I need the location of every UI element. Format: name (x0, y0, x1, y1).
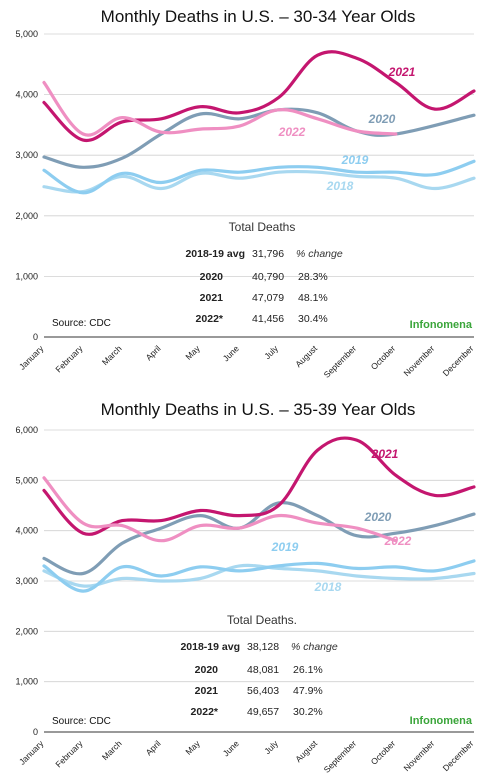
table-row-change: 26.1% (293, 664, 323, 676)
table-row-year: 2021 (200, 292, 224, 304)
y-tick-label: 1,000 (15, 677, 38, 687)
x-tick-label: July (262, 738, 280, 756)
series-line-2021 (42, 50, 476, 143)
y-tick-label: 4,000 (15, 90, 38, 100)
table-row-change: 30.2% (293, 706, 323, 718)
x-tick-label: May (183, 343, 202, 362)
x-tick-label: March (100, 738, 124, 762)
table-baseline-value: 38,128 (247, 641, 279, 653)
series-line-2018 (42, 563, 476, 588)
table-row-total: 40,790 (252, 271, 284, 283)
table-baseline-label: 2018-19 avg (180, 641, 240, 653)
x-tick-label: June (221, 738, 241, 758)
series-line-2022 (42, 476, 398, 543)
table-row-change: 28.3% (298, 271, 328, 283)
series-label-2022: 2022 (384, 534, 412, 548)
x-tick-label: February (53, 738, 85, 770)
table-row-total: 41,456 (252, 313, 284, 325)
x-tick-label: July (262, 343, 280, 361)
table-title: Total Deaths. (227, 613, 297, 627)
x-tick-label: April (144, 343, 163, 362)
y-tick-label: 2,000 (15, 211, 38, 221)
y-tick-label: 1,000 (15, 271, 38, 281)
series-label-2019: 2019 (341, 153, 369, 167)
source-label: Source: CDC (52, 716, 111, 727)
x-tick-label: November (402, 343, 437, 378)
y-tick-label: 3,000 (15, 150, 38, 160)
y-tick-label: 0 (33, 727, 38, 737)
series-label-2020: 2020 (368, 112, 396, 126)
chart-30-34: Monthly Deaths in U.S. – 30-34 Year Olds… (15, 7, 476, 380)
y-tick-label: 2,000 (15, 626, 38, 636)
y-tick-label: 6,000 (15, 425, 38, 435)
y-tick-label: 3,000 (15, 576, 38, 586)
x-tick-label: February (53, 343, 85, 375)
x-tick-label: January (17, 738, 46, 767)
x-tick-label: June (221, 343, 241, 363)
chart-title: Monthly Deaths in U.S. – 30-34 Year Olds (101, 7, 416, 26)
table-row-change: 30.4% (298, 313, 328, 325)
series-line-2020 (42, 107, 476, 169)
series-label-2018: 2018 (326, 179, 354, 193)
table-change-header: % change (291, 641, 338, 653)
table-baseline-value: 31,796 (252, 248, 284, 260)
chart-35-39: Monthly Deaths in U.S. – 35-39 Year Olds… (15, 400, 476, 775)
x-tick-label: November (402, 738, 437, 773)
brand-label: Infonomena (410, 715, 473, 727)
series-label-2021: 2021 (371, 447, 399, 461)
x-tick-label: March (100, 343, 124, 367)
x-tick-label: August (293, 343, 319, 369)
x-tick-label: August (293, 738, 319, 764)
y-tick-label: 5,000 (15, 29, 38, 39)
x-tick-label: December (441, 343, 476, 378)
series-label-2020: 2020 (364, 510, 392, 524)
table-change-header: % change (296, 248, 343, 260)
table-title: Total Deaths (229, 220, 296, 234)
series-line-2021 (42, 436, 476, 536)
y-tick-label: 0 (33, 332, 38, 342)
series-label-2021: 2021 (388, 65, 416, 79)
table-row-year: 2021 (195, 685, 219, 697)
table-row-year: 2022* (196, 313, 224, 325)
y-tick-label: 5,000 (15, 475, 38, 485)
table-row-total: 49,657 (247, 706, 279, 718)
series-label-2018: 2018 (314, 580, 342, 594)
series-line-2022 (42, 80, 398, 137)
table-row-change: 47.9% (293, 685, 323, 697)
series-label-2019: 2019 (271, 540, 299, 554)
x-tick-label: October (369, 738, 398, 767)
table-row-total: 48,081 (247, 664, 279, 676)
table-row-year: 2020 (200, 271, 224, 283)
y-tick-label: 4,000 (15, 526, 38, 536)
x-tick-label: September (322, 738, 359, 775)
table-row-year: 2020 (195, 664, 219, 676)
table-row-year: 2022* (191, 706, 219, 718)
x-tick-label: October (369, 343, 398, 372)
source-label: Source: CDC (52, 318, 111, 329)
brand-label: Infonomena (410, 319, 473, 331)
table-row-total: 56,403 (247, 685, 279, 697)
chart-title: Monthly Deaths in U.S. – 35-39 Year Olds (101, 400, 416, 419)
x-tick-label: May (183, 738, 202, 757)
table-row-change: 48.1% (298, 292, 328, 304)
series-line-2018 (42, 169, 476, 194)
table-row-total: 47,079 (252, 292, 284, 304)
x-tick-label: April (144, 738, 163, 757)
series-line-2019 (42, 159, 476, 195)
table-baseline-label: 2018-19 avg (185, 248, 245, 260)
series-line-2019 (42, 559, 476, 593)
series-label-2022: 2022 (278, 125, 306, 139)
x-tick-label: January (17, 343, 46, 372)
x-tick-label: December (441, 738, 476, 773)
x-tick-label: September (322, 343, 359, 380)
